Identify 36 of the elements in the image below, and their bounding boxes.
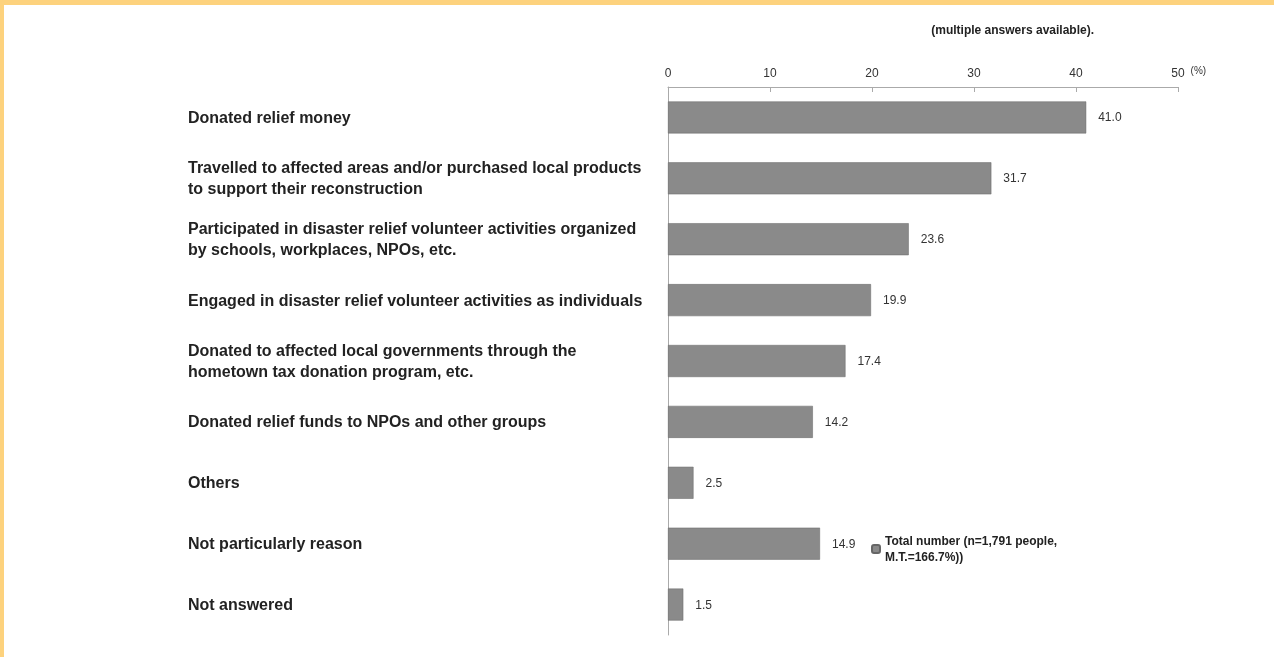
y-tick-label: Others xyxy=(188,474,240,492)
x-tick-label: 50 xyxy=(1171,66,1185,80)
bar xyxy=(668,405,813,438)
data-label: 14.9 xyxy=(831,536,856,551)
bar xyxy=(668,101,1087,134)
bar xyxy=(668,162,992,195)
bar xyxy=(668,345,846,377)
y-tick-label: Donated relief funds to NPOs and other groups xyxy=(188,413,547,431)
x-tick-label: 30 xyxy=(967,66,981,80)
y-tick-label: Travelled to affected areas and/or purchased local products to support their reconstruction xyxy=(188,159,646,198)
x-axis-title: (%) xyxy=(1190,64,1207,76)
bar xyxy=(668,223,909,256)
bar xyxy=(668,284,871,317)
x-tick-label: 40 xyxy=(1069,66,1083,80)
y-tick-label: Not answered xyxy=(188,596,293,614)
data-label: 23.6 xyxy=(920,232,945,247)
y-tick-label: Not particularly reason xyxy=(188,535,363,553)
data-label: 19.9 xyxy=(882,293,907,308)
y-tick-label: Donated to affected local governments through the hometown tax donation program, etc. xyxy=(188,342,581,380)
legend-label: Total number (n=1,791 people, M.T.=166.7%)) xyxy=(885,534,1061,564)
data-label: 14.2 xyxy=(824,414,849,429)
y-tick-label: Participated in disaster relief volunteer activities organized by schools, workplaces, NPOs, etc. xyxy=(188,220,641,259)
x-tick-label: 0 xyxy=(664,66,672,80)
bar xyxy=(668,466,694,499)
data-label: 17.4 xyxy=(857,354,882,368)
data-label: 41.0 xyxy=(1098,110,1122,125)
data-label: 1.5 xyxy=(695,597,713,612)
chart-title: (multiple answers available). xyxy=(931,23,1095,37)
data-label: 31.7 xyxy=(1003,171,1028,186)
data-label: 2.5 xyxy=(705,475,723,490)
y-tick-label: Donated relief money xyxy=(188,108,351,126)
x-tick-label: 10 xyxy=(763,66,777,80)
bar xyxy=(668,588,684,621)
y-tick-label: Engaged in disaster relief volunteer activities as individuals xyxy=(188,291,643,309)
bar xyxy=(668,527,820,560)
x-tick-label: 20 xyxy=(865,66,879,80)
